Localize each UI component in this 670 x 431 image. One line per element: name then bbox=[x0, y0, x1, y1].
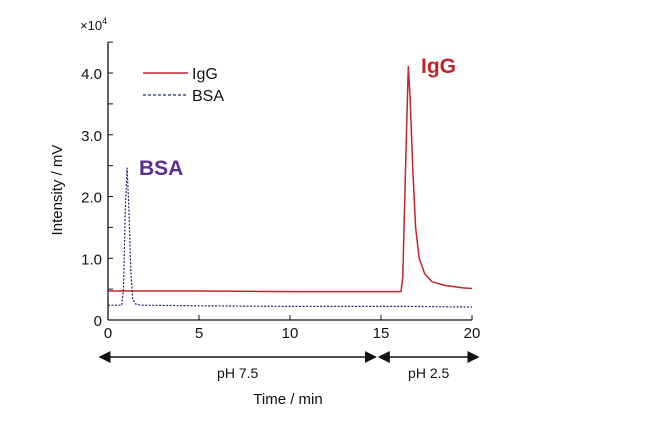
ph-ranges: pH 7.5 pH 2.5 bbox=[98, 351, 480, 381]
series-layer bbox=[108, 66, 473, 308]
y-tick-label: 1.0 bbox=[81, 251, 102, 268]
range-label: pH 2.5 bbox=[408, 365, 449, 381]
x-tick-label: 15 bbox=[373, 325, 390, 342]
annotation-bsa: BSA bbox=[139, 157, 183, 180]
y-tick-label: 3.0 bbox=[81, 128, 102, 145]
x-tick-label: 5 bbox=[195, 325, 203, 342]
y-axis-label: Intensity / mV bbox=[49, 145, 66, 236]
series-line-bsa bbox=[108, 167, 473, 308]
legend-label-igg: IgG bbox=[192, 66, 218, 83]
range-label: pH 7.5 bbox=[217, 365, 258, 381]
y-tick-label: 4.0 bbox=[81, 66, 102, 83]
legend-label-bsa: BSA bbox=[192, 88, 224, 105]
x-tick-label: 20 bbox=[464, 325, 481, 342]
annotation-igg: IgG bbox=[421, 55, 456, 78]
series-line-igg bbox=[108, 66, 473, 293]
legend: IgG BSA bbox=[143, 66, 224, 105]
axes: 0 5 10 15 20 0 1.0 2.0 3.0 4.0 bbox=[81, 41, 481, 342]
y-tick-label: 0 bbox=[94, 313, 102, 330]
x-axis-label: Time / min bbox=[253, 391, 322, 408]
x-tick-label: 0 bbox=[104, 325, 112, 342]
y-multiplier: ×104 bbox=[80, 16, 107, 33]
y-tick-label: 2.0 bbox=[81, 190, 102, 207]
x-tick-label: 10 bbox=[282, 325, 299, 342]
